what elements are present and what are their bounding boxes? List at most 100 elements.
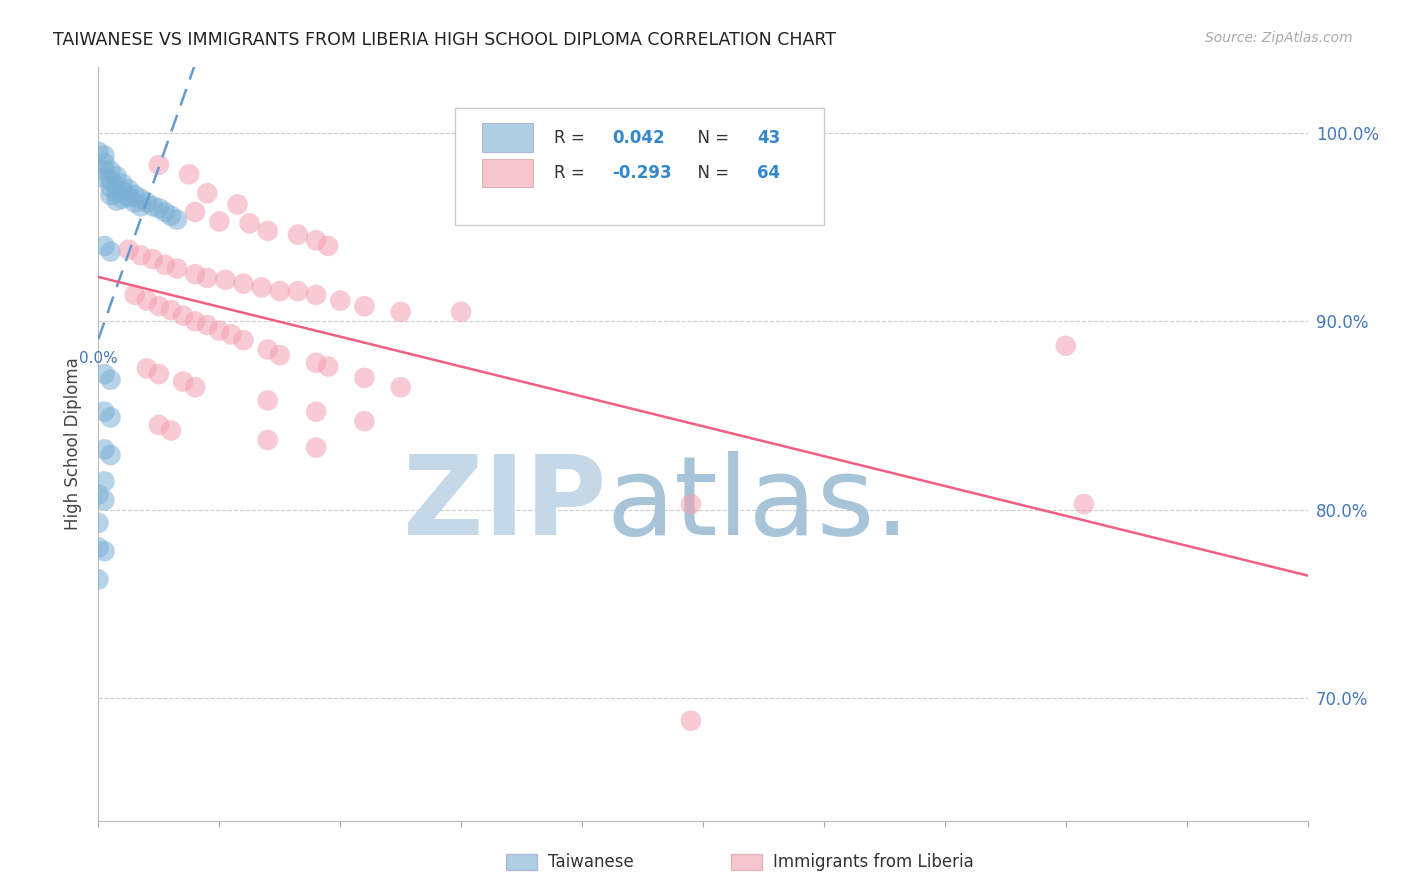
Point bbox=[679, 497, 702, 511]
Point bbox=[184, 267, 207, 281]
Point bbox=[87, 145, 110, 159]
Point bbox=[129, 192, 152, 206]
Point bbox=[100, 244, 122, 259]
Text: N =: N = bbox=[688, 164, 735, 182]
Point bbox=[221, 327, 243, 342]
Point bbox=[87, 488, 110, 502]
Point bbox=[184, 205, 207, 219]
Point bbox=[208, 214, 231, 228]
Point bbox=[1073, 497, 1095, 511]
Text: Source: ZipAtlas.com: Source: ZipAtlas.com bbox=[1205, 31, 1353, 45]
Point bbox=[305, 405, 328, 419]
FancyBboxPatch shape bbox=[482, 123, 533, 152]
Point bbox=[172, 375, 194, 389]
Point bbox=[142, 252, 165, 266]
Point bbox=[93, 493, 115, 508]
Point bbox=[353, 299, 375, 313]
Point bbox=[93, 367, 115, 381]
Point bbox=[316, 359, 339, 374]
Point bbox=[214, 273, 236, 287]
Point bbox=[160, 303, 183, 318]
Point bbox=[100, 173, 122, 187]
Point bbox=[256, 433, 278, 447]
Point bbox=[100, 188, 122, 202]
Point bbox=[105, 169, 128, 184]
Point bbox=[118, 243, 141, 257]
Point bbox=[87, 516, 110, 530]
Point bbox=[305, 356, 328, 370]
Text: N =: N = bbox=[688, 128, 735, 147]
Point bbox=[250, 280, 273, 294]
Point bbox=[135, 195, 157, 210]
Point bbox=[195, 318, 218, 332]
Point bbox=[148, 417, 170, 432]
Point bbox=[389, 305, 412, 319]
Text: R =: R = bbox=[554, 128, 591, 147]
Point bbox=[329, 293, 352, 308]
Point bbox=[153, 258, 176, 272]
Point bbox=[148, 299, 170, 313]
Point bbox=[160, 424, 183, 438]
Point bbox=[100, 410, 122, 425]
Point bbox=[195, 186, 218, 201]
Point bbox=[100, 373, 122, 387]
Point bbox=[93, 405, 115, 419]
Point bbox=[129, 199, 152, 213]
Text: 64: 64 bbox=[758, 164, 780, 182]
Text: R =: R = bbox=[554, 164, 591, 182]
Point bbox=[226, 197, 249, 211]
Text: TAIWANESE VS IMMIGRANTS FROM LIBERIA HIGH SCHOOL DIPLOMA CORRELATION CHART: TAIWANESE VS IMMIGRANTS FROM LIBERIA HIG… bbox=[53, 31, 837, 49]
Point bbox=[93, 171, 115, 186]
FancyBboxPatch shape bbox=[482, 159, 533, 187]
Point bbox=[166, 212, 188, 227]
Text: Immigrants from Liberia: Immigrants from Liberia bbox=[773, 853, 974, 871]
Point bbox=[111, 192, 134, 206]
Point bbox=[160, 209, 183, 223]
Point bbox=[184, 314, 207, 328]
Point bbox=[195, 271, 218, 285]
Point bbox=[450, 305, 472, 319]
FancyBboxPatch shape bbox=[456, 108, 824, 225]
Point bbox=[256, 224, 278, 238]
Text: 43: 43 bbox=[758, 128, 780, 147]
Point bbox=[232, 333, 254, 347]
Point bbox=[389, 380, 412, 394]
Point bbox=[287, 227, 309, 242]
Point bbox=[93, 239, 115, 253]
Point bbox=[1054, 339, 1077, 353]
Point bbox=[305, 233, 328, 247]
Point bbox=[135, 293, 157, 308]
Point bbox=[353, 371, 375, 385]
Point bbox=[269, 348, 291, 362]
Text: atlas.: atlas. bbox=[606, 450, 910, 558]
Point bbox=[208, 324, 231, 338]
Point bbox=[105, 186, 128, 201]
Point bbox=[93, 148, 115, 162]
Point bbox=[93, 442, 115, 457]
Point bbox=[129, 248, 152, 262]
Point bbox=[124, 288, 146, 302]
Point bbox=[111, 184, 134, 198]
Text: 0.042: 0.042 bbox=[613, 128, 665, 147]
Point bbox=[153, 205, 176, 219]
Point bbox=[118, 182, 141, 196]
Point bbox=[256, 343, 278, 357]
Text: -0.293: -0.293 bbox=[613, 164, 672, 182]
Point bbox=[232, 277, 254, 291]
Point bbox=[105, 194, 128, 208]
Point bbox=[179, 167, 201, 181]
Y-axis label: High School Diploma: High School Diploma bbox=[65, 358, 83, 530]
Point bbox=[87, 541, 110, 555]
Point bbox=[124, 188, 146, 202]
Point bbox=[679, 714, 702, 728]
Point bbox=[135, 361, 157, 376]
Point bbox=[166, 261, 188, 276]
Point bbox=[100, 180, 122, 194]
Point bbox=[93, 544, 115, 558]
Point bbox=[269, 284, 291, 298]
Point bbox=[239, 216, 262, 230]
Point bbox=[87, 573, 110, 587]
Point bbox=[256, 393, 278, 408]
Point bbox=[118, 190, 141, 204]
Point bbox=[287, 284, 309, 298]
